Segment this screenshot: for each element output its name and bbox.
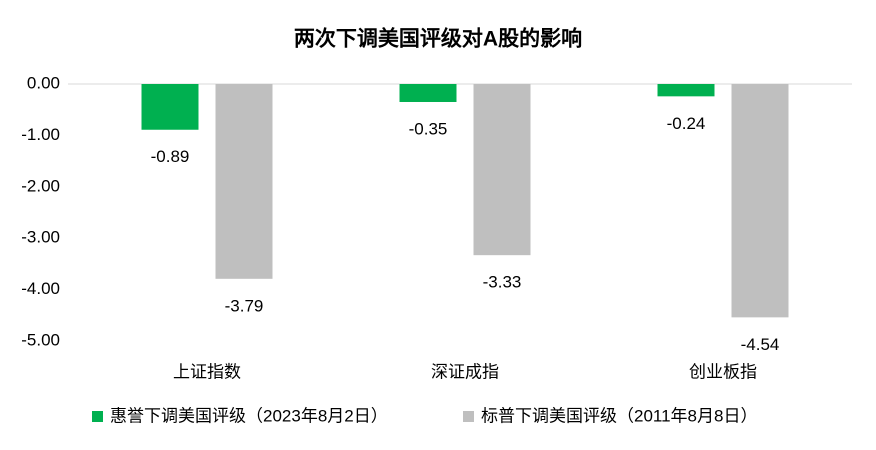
data-label: -0.24 bbox=[667, 114, 706, 133]
bar bbox=[473, 84, 531, 256]
data-label: -4.54 bbox=[741, 335, 780, 354]
legend-label: 惠誉下调美国评级（2023年8月2日） bbox=[110, 406, 388, 425]
bar bbox=[399, 84, 457, 102]
chart-title: 两次下调美国评级对A股的影响 bbox=[294, 27, 582, 51]
y-tick-label: -1.00 bbox=[21, 125, 60, 144]
x-tick-label: 上证指数 bbox=[173, 362, 241, 381]
legend-label: 标普下调美国评级（2011年8月8日） bbox=[481, 406, 757, 425]
y-tick-label: -5.00 bbox=[21, 330, 60, 349]
bar bbox=[731, 84, 789, 318]
data-label: -3.79 bbox=[225, 296, 264, 315]
data-label: -0.35 bbox=[409, 119, 448, 138]
data-label: -3.33 bbox=[483, 273, 522, 292]
bar bbox=[141, 84, 199, 130]
bar bbox=[657, 84, 715, 97]
x-tick-label: 深证成指 bbox=[431, 362, 499, 381]
legend-swatch bbox=[92, 411, 103, 422]
y-tick-label: -3.00 bbox=[21, 228, 60, 247]
legend-swatch bbox=[463, 411, 474, 422]
y-tick-label: -4.00 bbox=[21, 279, 60, 298]
y-tick-label: -2.00 bbox=[21, 176, 60, 195]
x-tick-label: 创业板指 bbox=[689, 362, 757, 381]
y-tick-label: 0.00 bbox=[27, 73, 60, 92]
data-label: -0.89 bbox=[151, 147, 190, 166]
bar bbox=[215, 84, 273, 279]
